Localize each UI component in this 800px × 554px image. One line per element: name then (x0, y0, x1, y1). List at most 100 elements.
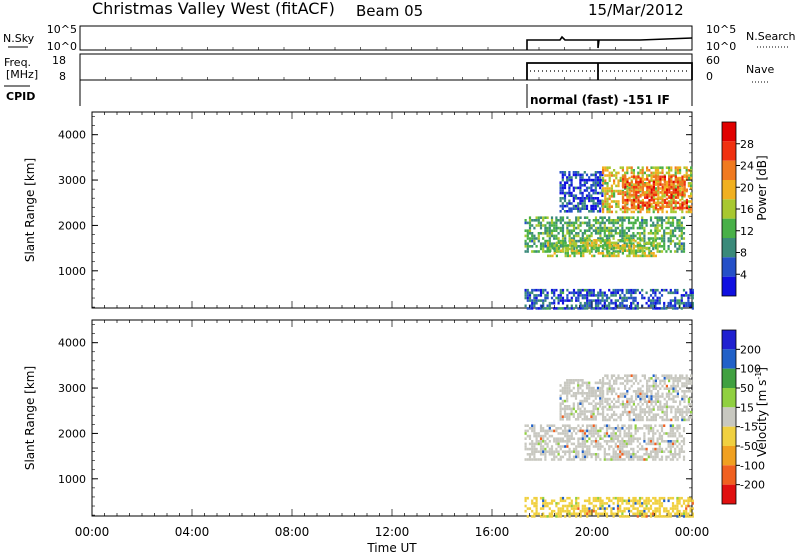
data-cell (621, 395, 624, 398)
data-cell (574, 197, 578, 200)
data-cell (656, 502, 659, 505)
data-cell (610, 400, 613, 403)
data-cell (687, 182, 690, 185)
data-cell (564, 427, 567, 430)
data-cell (624, 239, 627, 242)
data-cell (654, 450, 657, 453)
data-cell (597, 515, 600, 518)
data-cell (581, 450, 584, 453)
data-cell (689, 288, 692, 292)
data-cell (583, 455, 587, 459)
data-cell (592, 288, 595, 292)
data-cell (566, 221, 569, 225)
data-cell (612, 307, 615, 310)
data-cell (687, 397, 690, 401)
data-cell (590, 386, 593, 390)
data-cell (670, 175, 673, 179)
data-cell (683, 166, 686, 169)
data-cell (650, 395, 653, 398)
data-cell (652, 450, 655, 453)
data-cell (687, 499, 690, 503)
data-cell (616, 299, 620, 302)
data-cell (671, 307, 675, 310)
data-cell (643, 229, 646, 232)
data-cell (680, 504, 683, 508)
data-cell (660, 458, 664, 461)
data-cell (630, 405, 633, 409)
data-cell (602, 205, 605, 208)
data-cell (599, 504, 602, 508)
data-cell (594, 173, 597, 177)
data-cell (613, 200, 616, 203)
data-cell (608, 171, 611, 175)
data-cell (610, 427, 613, 430)
data-cell (685, 410, 688, 414)
data-cell (586, 512, 589, 516)
data-cell (572, 458, 576, 461)
data-cell (660, 440, 664, 443)
data-cell (649, 232, 653, 235)
data-cell (585, 197, 589, 200)
data-cell (539, 458, 543, 461)
data-cell (574, 397, 578, 400)
data-cell (581, 379, 584, 382)
data-cell (623, 507, 626, 510)
data-cell (603, 432, 606, 435)
data-cell (645, 219, 648, 222)
data-cell (601, 229, 604, 232)
data-cell (658, 437, 661, 440)
data-cell (626, 413, 629, 416)
data-cell (546, 291, 549, 295)
data-cell (630, 226, 633, 230)
data-cell (614, 226, 617, 230)
data-cell (641, 239, 644, 242)
data-cell (592, 424, 595, 427)
data-cell (577, 224, 580, 227)
data-cell (579, 429, 582, 433)
data-cell (622, 183, 625, 186)
data-cell (666, 204, 669, 207)
data-cell (594, 389, 597, 392)
data-cell (685, 204, 688, 207)
data-cell (645, 221, 648, 225)
data-cell (690, 416, 693, 419)
data-cell (667, 434, 670, 438)
data-cell (605, 434, 609, 438)
data-cell (583, 181, 586, 184)
data-cell (627, 432, 631, 435)
data-cell (575, 445, 578, 448)
data-cell (626, 196, 629, 199)
data-cell (563, 392, 567, 395)
data-cell (588, 219, 591, 222)
data-cell (624, 178, 627, 181)
data-cell (658, 219, 661, 222)
data-cell (645, 512, 648, 516)
data-cell (650, 179, 653, 182)
data-cell (667, 301, 670, 305)
data-cell (639, 390, 642, 393)
data-cell (546, 445, 549, 448)
data-cell (575, 239, 578, 243)
data-cell (544, 504, 547, 508)
data-cell (528, 447, 532, 451)
data-cell (617, 239, 620, 242)
data-cell (533, 250, 536, 253)
data-cell (594, 455, 598, 459)
data-cell (685, 507, 688, 510)
data-cell (604, 239, 607, 242)
data-cell (559, 245, 562, 248)
data-cell (602, 179, 605, 182)
data-cell (632, 440, 635, 443)
data-cell (590, 455, 593, 459)
data-cell (599, 405, 602, 408)
data-cell (577, 412, 580, 416)
data-cell (624, 249, 627, 252)
data-cell (546, 232, 549, 235)
data-cell (602, 405, 605, 409)
data-cell (559, 221, 562, 225)
data-cell (669, 239, 672, 243)
data-cell (626, 171, 629, 175)
data-cell (661, 374, 664, 377)
data-cell (535, 437, 538, 440)
data-cell (557, 232, 560, 235)
